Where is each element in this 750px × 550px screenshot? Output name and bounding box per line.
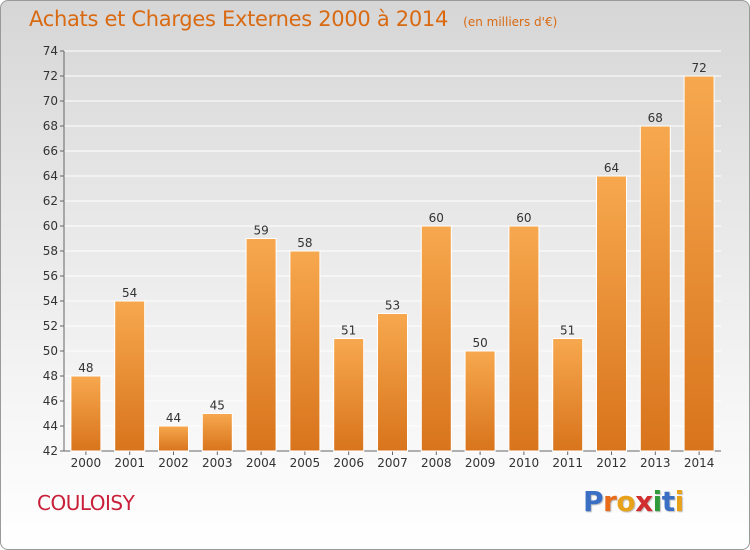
y-tick-label: 62 (43, 194, 58, 208)
bar (464, 350, 496, 452)
logo-letter: i (652, 485, 663, 518)
x-tick-label: 2002 (158, 456, 189, 470)
bar-value-label: 64 (604, 161, 619, 175)
bar (70, 375, 102, 452)
y-tick-label: 60 (43, 219, 58, 233)
bar (158, 425, 189, 452)
logo-letter: x (635, 485, 653, 518)
bar-value-label: 51 (560, 324, 575, 338)
chart-subtitle: (en milliers d'€) (463, 15, 558, 29)
bar-value-label: 48 (78, 361, 93, 375)
logo-letter: r (603, 485, 617, 518)
bar (683, 75, 715, 452)
x-tick-label: 2004 (246, 456, 277, 470)
y-tick-label: 42 (43, 444, 58, 458)
bar-value-label: 53 (385, 299, 400, 313)
y-tick-label: 46 (43, 394, 58, 408)
bar (333, 338, 365, 452)
bar (201, 413, 233, 452)
y-tick-label: 64 (43, 169, 58, 183)
bars (70, 75, 715, 452)
y-tick-label: 48 (43, 369, 58, 383)
y-tick-label: 74 (43, 44, 58, 58)
proxiti-logo: Proxiti (583, 485, 684, 518)
x-tick-label: 2010 (509, 456, 540, 470)
logo-letter: i (674, 485, 685, 518)
bar (114, 300, 146, 452)
x-tick-label: 2008 (421, 456, 452, 470)
logo-letter: o (616, 485, 636, 518)
x-tick-label: 2012 (596, 456, 627, 470)
bar (596, 175, 627, 452)
x-tick-label: 2009 (465, 456, 496, 470)
x-tick-label: 2014 (684, 456, 715, 470)
y-tick-label: 56 (43, 269, 58, 283)
bar (420, 225, 452, 452)
logo-letter: P (583, 485, 604, 518)
x-tick-label: 2003 (202, 456, 233, 470)
bar (245, 238, 277, 452)
y-tick-label: 52 (43, 319, 58, 333)
bar-value-label: 68 (648, 111, 663, 125)
bar-value-label: 50 (472, 336, 487, 350)
labels: 42 44 46 48 50 52 54 56 58 60 62 64 66 68 70 72 74 48 2000… (43, 44, 715, 470)
bar-value-label: 58 (297, 236, 312, 250)
bar (552, 338, 584, 452)
title-block: Achats et Charges Externes 2000 à 2014 (… (29, 7, 557, 31)
x-tick-label: 2013 (640, 456, 671, 470)
logo-letter: t (661, 485, 675, 518)
bar-value-label: 72 (691, 61, 706, 75)
x-tick-label: 2007 (377, 456, 408, 470)
y-tick-label: 68 (43, 119, 58, 133)
commune-name: COULOISY (37, 491, 135, 515)
y-tick-label: 58 (43, 244, 58, 258)
y-tick-label: 66 (43, 144, 58, 158)
x-tick-label: 2006 (333, 456, 364, 470)
chart-title: Achats et Charges Externes 2000 à 2014 (29, 7, 449, 31)
bar-value-label: 60 (429, 211, 444, 225)
bar-value-label: 54 (122, 286, 137, 300)
x-tick-label: 2001 (114, 456, 145, 470)
bar-value-label: 51 (341, 324, 356, 338)
bar-value-label: 44 (166, 411, 181, 425)
bar-value-label: 59 (253, 224, 268, 238)
x-tick-label: 2000 (71, 456, 102, 470)
y-tick-label: 70 (43, 94, 58, 108)
y-tick-label: 72 (43, 69, 58, 83)
bar (377, 313, 408, 452)
bar (289, 250, 321, 452)
bar-value-label: 60 (516, 211, 531, 225)
y-tick-label: 50 (43, 344, 58, 358)
bar (508, 225, 540, 452)
bar-value-label: 45 (210, 399, 225, 413)
y-tick-label: 44 (43, 419, 58, 433)
bar (639, 125, 671, 452)
y-tick-label: 54 (43, 294, 58, 308)
x-tick-label: 2005 (290, 456, 321, 470)
x-tick-label: 2011 (552, 456, 583, 470)
